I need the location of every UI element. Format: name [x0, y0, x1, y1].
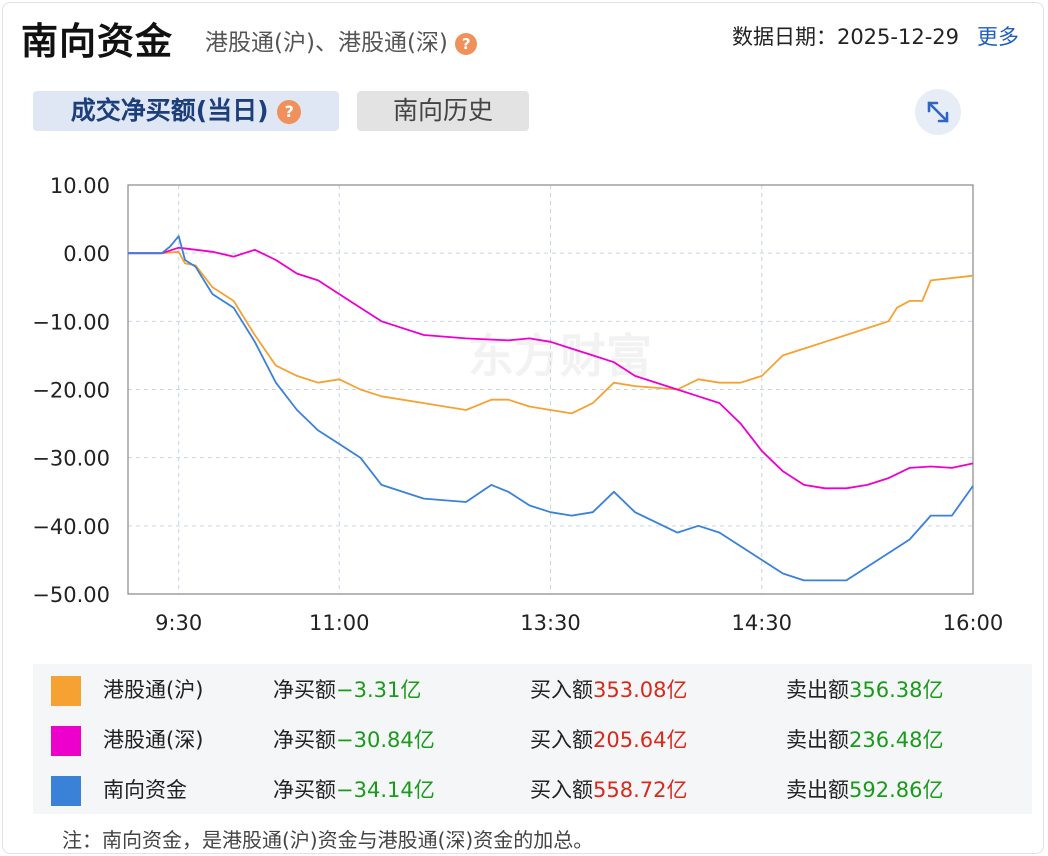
y-tick-label: −20.00	[32, 379, 110, 403]
tab-net-buy-today-label: 成交净买额(当日)	[70, 96, 269, 125]
legend-name: 南向资金	[103, 778, 187, 802]
sell-value: 592.86亿	[849, 778, 944, 802]
footnote: 注：南向资金，是港股通(沪)资金与港股通(深)资金的加总。	[62, 828, 594, 852]
legend-table: 港股通(沪) 净买额−3.31亿 买入额353.08亿 卖出额356.38亿 港…	[33, 664, 1032, 814]
buy-cell: 买入额353.08亿	[530, 674, 687, 704]
question-icon[interactable]: ?	[277, 100, 302, 124]
page-title: 南向资金	[21, 20, 173, 63]
y-tick-label: −40.00	[32, 515, 110, 539]
net-buy-value: −34.14亿	[336, 778, 435, 802]
question-icon[interactable]: ?	[455, 32, 478, 55]
series-line	[128, 250, 974, 415]
y-tick-label: −50.00	[32, 583, 110, 607]
legend-swatch	[51, 776, 81, 806]
buy-label: 买入额	[530, 678, 593, 702]
sell-cell: 卖出额592.86亿	[786, 774, 943, 804]
sell-cell: 卖出额236.48亿	[786, 724, 943, 754]
x-tick-label: 16:00	[943, 611, 1004, 635]
series-line	[128, 235, 974, 582]
buy-label: 买入额	[530, 728, 593, 752]
more-link[interactable]: 更多	[977, 25, 1019, 49]
expand-icon	[927, 101, 949, 123]
net-buy-line-chart: 东方财富 10.00 0.00 −10.00 −20.00 −30.00 −40.00 −50…	[32, 174, 1004, 635]
y-tick-label: −10.00	[32, 310, 110, 334]
legend-row: 港股通(深) 净买额−30.84亿 买入额205.64亿 卖出额236.48亿	[33, 714, 1032, 764]
net-buy-label: 净买额	[273, 778, 336, 802]
legend-name: 港股通(深)	[103, 728, 204, 752]
data-date: 数据日期：2025-12-29	[731, 25, 959, 49]
y-tick-label: −30.00	[32, 447, 110, 471]
sell-label: 卖出额	[786, 678, 849, 702]
sell-value: 236.48亿	[849, 728, 944, 752]
net-buy-label: 净买额	[273, 728, 336, 752]
x-tick-label: 11:00	[309, 611, 370, 635]
net-buy-value: −3.31亿	[336, 678, 422, 702]
subtitle-text: 港股通(沪)、港股通(深)	[205, 30, 448, 56]
net-buy-cell: 净买额−30.84亿	[273, 724, 435, 754]
net-buy-value: −30.84亿	[336, 728, 435, 752]
net-buy-cell: 净买额−34.14亿	[273, 774, 435, 804]
buy-value: 353.08亿	[593, 678, 688, 702]
legend-name: 港股通(沪)	[103, 678, 204, 702]
legend-row: 南向资金 净买额−34.14亿 买入额558.72亿 卖出额592.86亿	[33, 764, 1032, 814]
buy-value: 558.72亿	[593, 778, 688, 802]
tab-net-buy-today[interactable]: 成交净买额(当日) ?	[33, 91, 339, 131]
tab-south-history[interactable]: 南向历史	[357, 91, 529, 131]
x-tick-label: 14:30	[731, 611, 792, 635]
sell-cell: 卖出额356.38亿	[786, 674, 943, 704]
watermark-text: 东方财富	[468, 329, 652, 383]
page-subtitle: 港股通(沪)、港股通(深) ?	[205, 23, 478, 57]
sell-label: 卖出额	[786, 728, 849, 752]
sell-label: 卖出额	[786, 778, 849, 802]
y-tick-label: 0.00	[63, 242, 110, 266]
legend-swatch	[51, 726, 81, 756]
legend-swatch	[51, 676, 81, 706]
buy-value: 205.64亿	[593, 728, 688, 752]
buy-cell: 买入额205.64亿	[530, 724, 687, 754]
plot-frame	[127, 184, 974, 595]
legend-row: 港股通(沪) 净买额−3.31亿 买入额353.08亿 卖出额356.38亿	[33, 664, 1032, 714]
sell-value: 356.38亿	[849, 678, 944, 702]
net-buy-cell: 净买额−3.31亿	[273, 674, 421, 704]
net-buy-label: 净买额	[273, 678, 336, 702]
x-tick-label: 9:30	[155, 611, 202, 635]
y-tick-label: 10.00	[50, 174, 110, 198]
expand-button[interactable]	[915, 89, 961, 135]
buy-label: 买入额	[530, 778, 593, 802]
x-tick-label: 13:30	[520, 611, 581, 635]
buy-cell: 买入额558.72亿	[530, 774, 687, 804]
series-line	[128, 246, 974, 490]
